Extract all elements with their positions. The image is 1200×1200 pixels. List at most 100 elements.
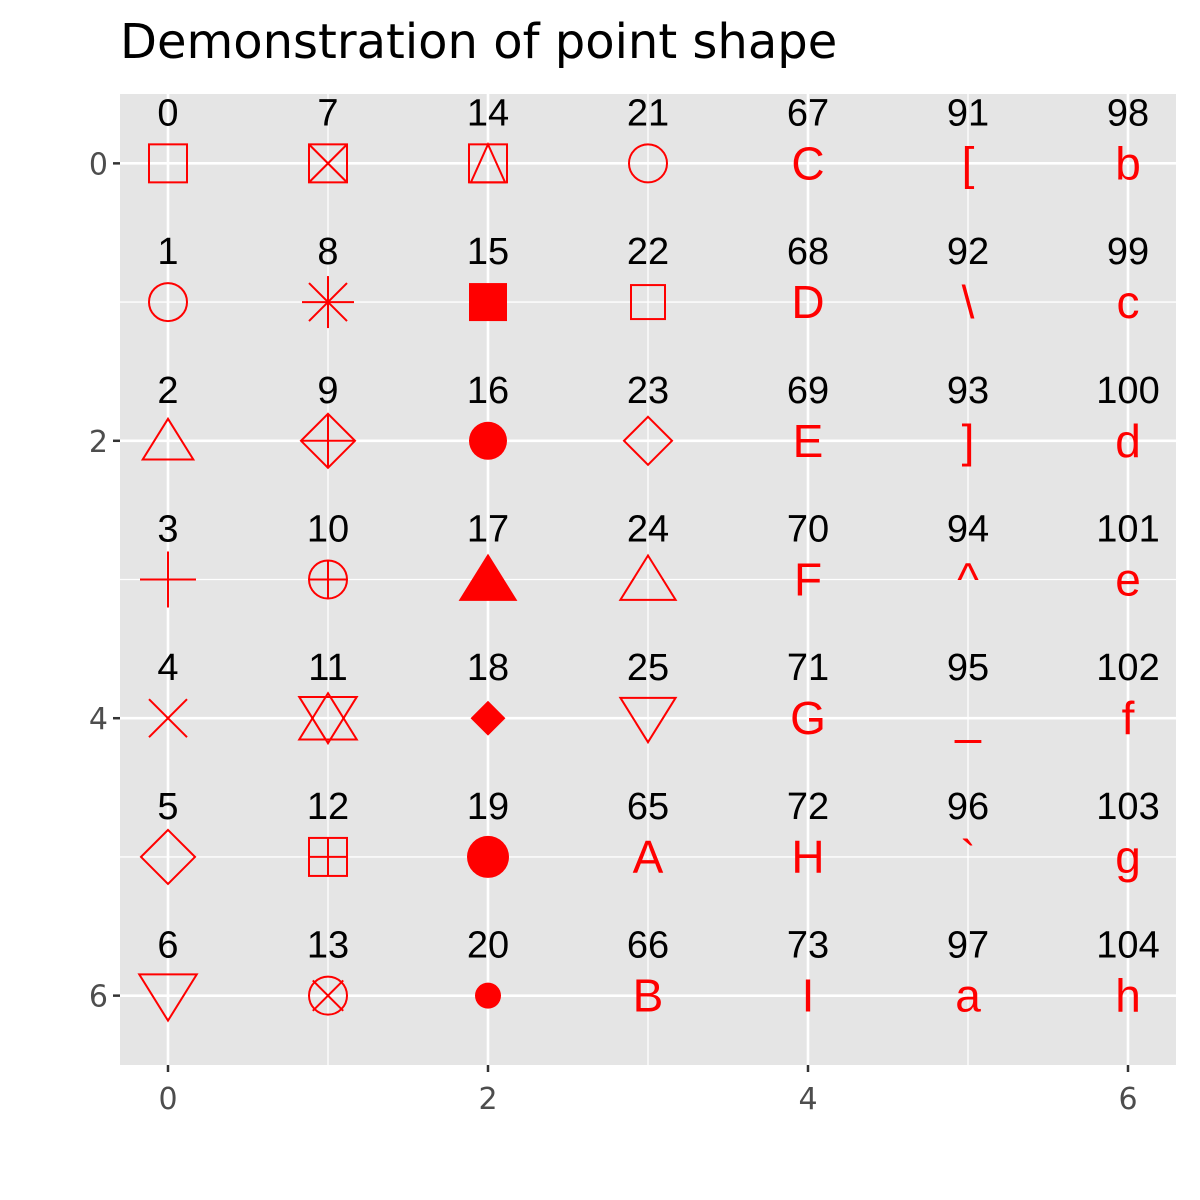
point-label: 3 [157, 509, 178, 551]
svg-text:f: f [1122, 692, 1135, 744]
point-shape-91: [ [962, 137, 975, 189]
svg-text:B: B [633, 970, 664, 1022]
point-shape-0 [148, 143, 188, 184]
point-shape-9 [299, 412, 357, 470]
point-label: 91 [947, 92, 989, 134]
point-label: 1 [157, 231, 178, 273]
point-markers: 0123456789101112131415161718192021222324… [137, 92, 1160, 1023]
svg-text:b: b [1115, 137, 1141, 189]
point-label: 10 [307, 509, 349, 551]
point-label: 16 [467, 370, 509, 412]
point-label: 25 [627, 647, 669, 689]
point-label: 24 [627, 509, 669, 551]
svg-text:e: e [1115, 554, 1141, 606]
point-shape-92: \ [962, 276, 975, 328]
point-label: 73 [787, 925, 829, 967]
point-label: 15 [467, 231, 509, 273]
point-label: 6 [157, 925, 178, 967]
x-axis-tick-label: 2 [478, 1082, 497, 1117]
y-axis-tick-label: 6 [89, 980, 108, 1015]
svg-text:\: \ [962, 276, 975, 328]
point-label: 8 [317, 231, 338, 273]
point-label: 93 [947, 370, 989, 412]
svg-text:`: ` [960, 831, 975, 883]
point-label: 11 [308, 647, 347, 689]
point-label: 20 [467, 925, 509, 967]
point-shape-22 [630, 284, 666, 321]
point-shape-98: b [1115, 137, 1141, 189]
point-label: 0 [157, 92, 178, 134]
point-shape-14 [468, 141, 508, 184]
svg-text:c: c [1117, 276, 1140, 328]
point-label: 71 [787, 647, 829, 689]
point-shape-95: _ [954, 692, 982, 744]
svg-text:H: H [791, 831, 824, 883]
grid-lines [120, 94, 1176, 1065]
point-label: 68 [787, 231, 829, 273]
x-axis-tick-label: 6 [1118, 1082, 1137, 1117]
point-shape-4 [148, 698, 188, 738]
point-label: 102 [1096, 647, 1159, 689]
point-label: 70 [787, 509, 829, 551]
x-axis-tick-label: 4 [798, 1082, 817, 1117]
point-shape-104: h [1115, 970, 1141, 1022]
point-shape-16 [469, 421, 507, 460]
point-shape-73: I [802, 970, 815, 1022]
point-shape-103: g [1115, 831, 1141, 883]
point-shape-101: e [1115, 554, 1141, 606]
svg-text:]: ] [962, 415, 975, 467]
point-shape-5 [139, 828, 197, 886]
point-shape-18 [470, 700, 506, 736]
svg-text:h: h [1115, 970, 1141, 1022]
point-shape-2 [140, 416, 196, 461]
svg-text:d: d [1115, 415, 1141, 467]
point-label: 100 [1096, 370, 1159, 412]
point-label: 65 [627, 786, 669, 828]
point-shape-66: B [633, 970, 664, 1022]
point-shape-1 [148, 282, 188, 323]
point-shape-3 [140, 551, 196, 608]
point-shape-96: ` [960, 831, 975, 883]
svg-text:D: D [791, 276, 824, 328]
point-shape-6 [137, 973, 199, 1023]
point-label: 14 [467, 92, 509, 134]
point-label: 23 [627, 370, 669, 412]
point-label: 67 [787, 92, 829, 134]
point-shape-23 [622, 415, 674, 467]
point-shape-15 [469, 283, 507, 322]
point-label: 9 [317, 370, 338, 412]
point-label: 69 [787, 370, 829, 412]
y-axis-tick-label: 2 [89, 425, 108, 460]
point-label: 101 [1096, 509, 1159, 551]
point-label: 72 [787, 786, 829, 828]
point-label: 5 [157, 786, 178, 828]
point-shape-72: H [791, 831, 824, 883]
point-shape-17 [458, 553, 518, 601]
svg-text:[: [ [962, 137, 975, 189]
point-label: 13 [307, 925, 349, 967]
point-shape-100: d [1115, 415, 1141, 467]
point-label: 19 [467, 786, 509, 828]
point-label: 4 [157, 647, 178, 689]
svg-text:A: A [633, 831, 664, 883]
point-shape-11 [297, 691, 359, 746]
point-label: 94 [947, 509, 989, 551]
svg-text:C: C [791, 137, 824, 189]
point-label: 2 [157, 370, 178, 412]
point-label: 95 [947, 647, 989, 689]
point-label: 99 [1107, 231, 1149, 273]
y-axis-tick-label: 4 [89, 702, 108, 737]
point-label: 21 [627, 92, 669, 134]
point-shape-21 [628, 143, 668, 184]
point-shape-94: ^ [957, 554, 979, 606]
svg-text:G: G [790, 692, 826, 744]
point-label: 22 [627, 231, 669, 273]
point-shape-10 [308, 559, 348, 600]
point-label: 92 [947, 231, 989, 273]
point-shape-20 [475, 982, 501, 1009]
svg-text:^: ^ [957, 554, 979, 606]
point-shape-93: ] [962, 415, 975, 467]
point-shape-71: G [790, 692, 826, 744]
point-label: 103 [1096, 786, 1159, 828]
